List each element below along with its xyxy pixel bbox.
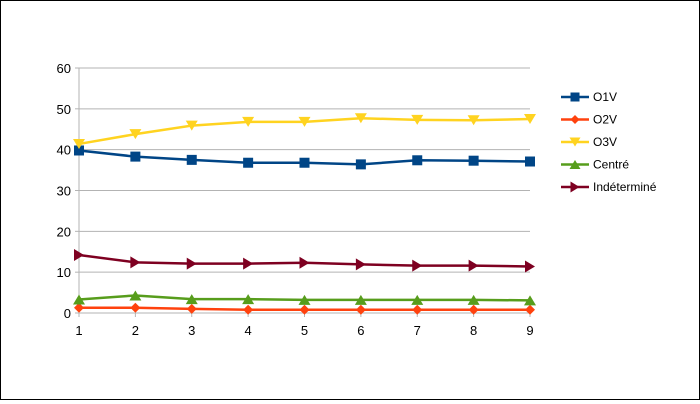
legend-item: Indéterminé <box>561 180 657 194</box>
y-tick-label: 10 <box>57 265 71 280</box>
data-point <box>74 302 84 313</box>
legend-label: O3V <box>593 135 617 149</box>
data-point <box>354 294 367 305</box>
y-tick-label: 0 <box>64 306 71 321</box>
y-tick-label: 50 <box>57 102 71 117</box>
data-point <box>354 113 367 124</box>
legend-marker <box>570 92 580 102</box>
data-point <box>299 157 310 168</box>
data-point <box>298 116 311 127</box>
data-point <box>130 256 141 269</box>
x-tick-label: 6 <box>357 323 364 338</box>
data-point <box>525 304 535 315</box>
data-point <box>524 114 536 125</box>
data-point <box>411 114 424 125</box>
x-tick-label: 5 <box>301 323 308 338</box>
data-point <box>467 115 480 126</box>
data-point <box>468 304 479 315</box>
data-point <box>130 151 141 162</box>
legend-marker <box>570 115 580 124</box>
series-Centré <box>73 290 536 306</box>
y-tick-label: 40 <box>57 143 71 158</box>
legend: O1V O2V O3V Centré Indéterminé <box>561 90 657 194</box>
legend-marker <box>569 137 581 147</box>
legend-marker <box>570 181 580 193</box>
series-Indéterminé <box>74 249 535 273</box>
data-point <box>525 156 535 167</box>
legend-item: Centré <box>561 158 629 172</box>
legend-item: O1V <box>561 90 617 104</box>
data-point <box>467 294 480 305</box>
data-point <box>412 304 423 315</box>
series-O1V <box>74 145 535 170</box>
data-point <box>74 249 84 262</box>
data-point <box>73 294 85 305</box>
y-tick-label: 60 <box>57 61 71 76</box>
legend-label: O1V <box>593 90 617 104</box>
data-point <box>468 155 479 166</box>
data-point <box>525 260 535 273</box>
legend-label: O2V <box>593 113 617 127</box>
data-point <box>299 304 310 315</box>
x-tick-label: 3 <box>188 323 195 338</box>
data-point <box>130 302 141 313</box>
data-point <box>355 304 366 315</box>
data-point <box>355 258 366 271</box>
data-point <box>299 256 310 269</box>
data-point <box>242 116 255 127</box>
x-tick-label: 7 <box>414 323 421 338</box>
x-tick-label: 8 <box>470 323 477 338</box>
data-point <box>186 154 197 165</box>
data-point <box>243 304 254 315</box>
data-point <box>243 257 254 270</box>
legend-label: Centré <box>593 158 629 172</box>
series-O3V <box>73 113 536 149</box>
x-tick-label: 2 <box>132 323 139 338</box>
data-point <box>185 294 198 305</box>
x-tick-label: 1 <box>75 323 82 338</box>
x-tick-label: 9 <box>526 323 533 338</box>
y-tick-label: 30 <box>57 184 71 199</box>
series-O2V <box>74 302 535 315</box>
axes <box>75 67 531 317</box>
data-point <box>412 259 423 272</box>
data-point <box>129 129 142 140</box>
data-point <box>524 295 536 306</box>
series-group <box>73 113 536 315</box>
data-point <box>412 155 423 166</box>
tick-labels: 0 10 20 30 40 50 60 1 2 3 4 5 6 7 8 9 <box>57 61 534 338</box>
legend-item: O3V <box>561 135 617 149</box>
gridlines <box>79 67 530 314</box>
data-point <box>185 120 198 131</box>
data-point <box>243 157 254 168</box>
data-point <box>298 294 311 305</box>
data-point <box>73 138 85 149</box>
x-tick-label: 4 <box>245 323 252 338</box>
data-point <box>355 159 366 170</box>
data-point <box>242 294 255 305</box>
data-point <box>186 257 197 270</box>
legend-item: O2V <box>561 113 617 127</box>
legend-marker <box>569 160 581 169</box>
data-point <box>129 290 142 301</box>
data-point <box>74 145 84 156</box>
data-point <box>411 294 424 305</box>
data-point <box>468 259 479 272</box>
y-tick-label: 20 <box>57 224 71 239</box>
legend-label: Indéterminé <box>593 180 657 194</box>
data-point <box>186 303 197 314</box>
